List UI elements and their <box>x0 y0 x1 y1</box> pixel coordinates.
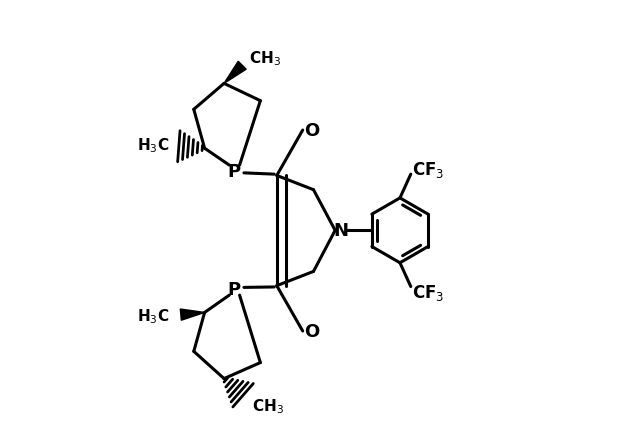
Text: O: O <box>305 322 320 340</box>
Text: N: N <box>333 222 349 240</box>
Text: CF$_3$: CF$_3$ <box>413 283 445 302</box>
Text: H$_3$C: H$_3$C <box>136 307 169 326</box>
Polygon shape <box>224 62 246 84</box>
Text: CH$_3$: CH$_3$ <box>249 49 281 68</box>
Text: O: O <box>305 122 320 140</box>
Polygon shape <box>180 309 205 320</box>
Text: CF$_3$: CF$_3$ <box>413 159 445 179</box>
Text: CH$_3$: CH$_3$ <box>252 396 284 415</box>
Text: H$_3$C: H$_3$C <box>136 136 169 155</box>
Text: P: P <box>228 280 241 299</box>
Text: P: P <box>228 163 241 181</box>
